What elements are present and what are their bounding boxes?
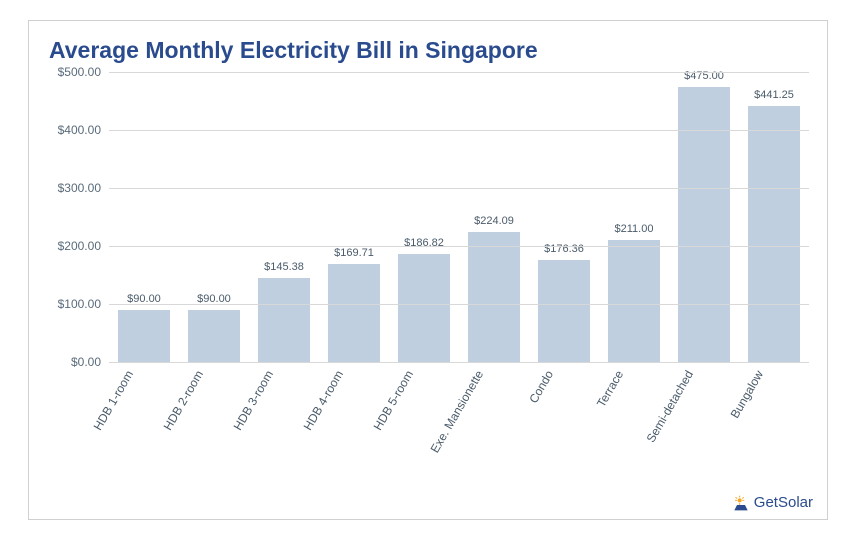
x-tick-label: Bungalow [728,368,766,421]
y-tick-label: $300.00 [49,181,101,195]
bar-value-label: $211.00 [615,223,654,235]
x-tick-slot: Semi-detached [649,362,719,462]
bar-slot: $441.25 [739,72,809,362]
x-tick-slot: HDB 4-room [299,362,369,462]
bar-slot: $475.00 [669,72,739,362]
x-tick-slot: Exe. Mansionette [439,362,509,462]
grid-line [109,72,809,73]
bar-slot: $145.38 [249,72,319,362]
grid-line [109,304,809,305]
x-tick-slot: HDB 2-room [159,362,229,462]
bar: $90.00 [188,310,240,362]
grid-line [109,188,809,189]
y-tick-label: $500.00 [49,65,101,79]
x-tick-label: Terrace [594,368,626,410]
x-tick-slot: HDB 1-room [89,362,159,462]
bar-value-label: $169.71 [334,247,374,259]
bar: $176.36 [538,260,590,362]
x-tick-label: HDB 3-room [231,368,276,433]
bar-value-label: $145.38 [264,261,304,273]
y-tick-label: $200.00 [49,239,101,253]
bar-slot: $90.00 [179,72,249,362]
x-tick-slot: Bungalow [719,362,789,462]
bar-slot: $211.00 [599,72,669,362]
bar-value-label: $224.09 [474,215,514,227]
bar-value-label: $90.00 [127,293,161,305]
x-tick-label: HDB 4-room [301,368,346,433]
bar: $475.00 [678,87,730,363]
bar-slot: $169.71 [319,72,389,362]
brand-logo: GetSolar [733,494,813,511]
x-tick-slot: HDB 3-room [229,362,299,462]
chart-frame: Average Monthly Electricity Bill in Sing… [28,20,828,520]
y-tick-label: $400.00 [49,123,101,137]
x-tick-label: HDB 1-room [91,368,136,433]
grid-line [109,130,809,131]
x-tick-label: HDB 2-room [161,368,206,433]
y-tick-label: $100.00 [49,297,101,311]
bar: $145.38 [258,278,310,362]
chart-bars: $90.00 $90.00 $145.38 $169.71 $186.82 $224.09… [109,72,809,362]
bar-value-label: $441.25 [754,89,794,101]
bar: $186.82 [398,254,450,362]
bar-value-label: $90.00 [197,293,231,305]
bar: $90.00 [118,310,170,362]
chart-plot-area: $90.00 $90.00 $145.38 $169.71 $186.82 $224.09… [109,72,807,362]
chart-title: Average Monthly Electricity Bill in Sing… [49,37,807,64]
bar-slot: $186.82 [389,72,459,362]
x-tick-label: Semi-detached [644,368,696,445]
x-tick-label: HDB 5-room [371,368,416,433]
x-tick-label: Condo [526,368,556,406]
x-tick-slot: Terrace [579,362,649,462]
grid-line [109,246,809,247]
brand-logo-text: GetSolar [754,494,813,511]
bar-slot: $90.00 [109,72,179,362]
bar: $441.25 [748,106,800,362]
bar-slot: $224.09 [459,72,529,362]
bar: $169.71 [328,264,380,362]
bar-slot: $176.36 [529,72,599,362]
bar: $211.00 [608,240,660,362]
sun-panel-icon [733,495,749,511]
chart-x-axis: HDB 1-room HDB 2-room HDB 3-room HDB 4-room… [89,362,789,462]
bar: $224.09 [468,232,520,362]
x-tick-slot: Condo [509,362,579,462]
bar-value-label: $176.36 [544,243,584,255]
